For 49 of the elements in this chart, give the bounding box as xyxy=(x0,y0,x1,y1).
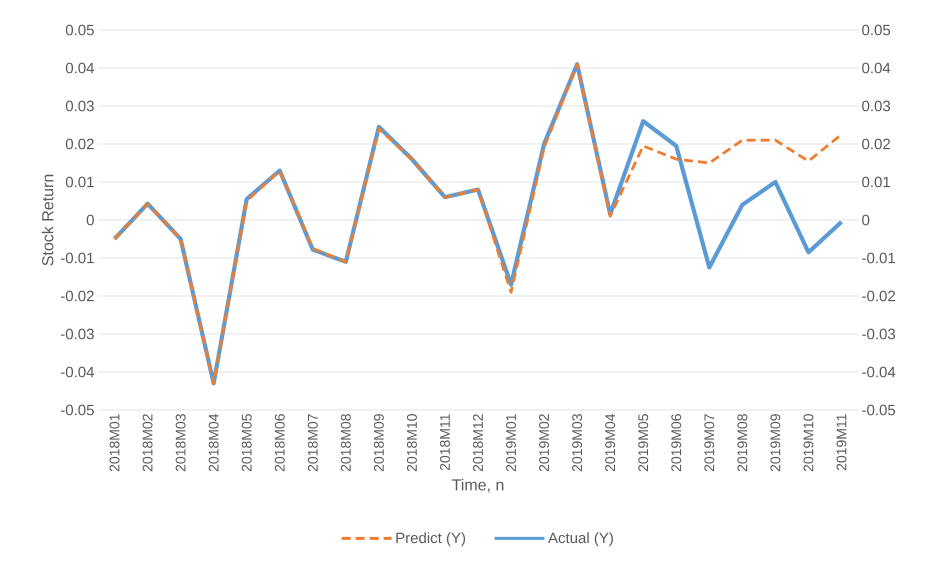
y2-tick-label: 0.05 xyxy=(862,24,890,36)
y-tick-label: -0.03 xyxy=(60,328,94,340)
x-tick-label: 2018M06 xyxy=(274,414,285,472)
x-tick-label: 2019M03 xyxy=(572,414,582,472)
y2-tick-label: -0.02 xyxy=(862,290,895,302)
x-tick-label: 2019M11 xyxy=(836,414,846,470)
y2-tick-label: 0.02 xyxy=(862,138,890,150)
y-tick-label: 0.02 xyxy=(66,138,94,150)
y2-tick-label: -0.03 xyxy=(862,328,896,340)
x-tick-label: 2019M02 xyxy=(539,414,550,472)
y-tick-label: 0.04 xyxy=(66,62,94,74)
x-tick-label: 2018M11 xyxy=(440,414,450,470)
y2-tick-label: 0.01 xyxy=(862,176,890,188)
y2-tick-label: -0.01 xyxy=(862,252,895,264)
x-tick-label: 2018M05 xyxy=(242,414,252,472)
x-tick-label: 2019M08 xyxy=(737,414,748,472)
y2-tick-label: 0.03 xyxy=(862,100,890,112)
x-tick-label: 2019M05 xyxy=(638,414,648,472)
x-tick-label: 2018M04 xyxy=(208,414,219,472)
x-tick-label: 2019M01 xyxy=(506,414,516,472)
y-axis-title: Stock Return xyxy=(42,174,54,266)
x-tick-label: 2019M07 xyxy=(704,414,714,472)
y2-tick-label: -0.05 xyxy=(862,404,896,416)
x-tick-label: 2018M03 xyxy=(176,414,186,472)
y-tick-label: 0.05 xyxy=(66,24,94,36)
legend-label: Predict (Y) xyxy=(396,532,466,546)
x-axis-title: Time, n xyxy=(452,478,504,492)
y-tick-label: -0.02 xyxy=(60,290,94,302)
x-tick-label: 2018M08 xyxy=(340,414,351,472)
y2-tick-label: -0.04 xyxy=(862,366,896,378)
x-tick-label: 2019M09 xyxy=(770,414,780,472)
y-tick-label: 0.01 xyxy=(66,176,94,188)
x-tick-label: 2019M10 xyxy=(803,414,814,472)
x-tick-label: 2018M10 xyxy=(406,414,417,472)
y-tick-label: -0.04 xyxy=(60,366,94,378)
y-tick-label: -0.05 xyxy=(60,404,94,416)
x-tick-label: 2019M06 xyxy=(671,414,682,472)
x-tick-label: 2018M12 xyxy=(473,414,483,472)
x-tick-label: 2018M09 xyxy=(374,414,384,472)
y2-tick-label: 0 xyxy=(862,214,870,226)
x-tick-label: 2018M07 xyxy=(308,414,318,472)
y2-tick-label: 0.04 xyxy=(862,62,890,74)
y-tick-label: -0.01 xyxy=(60,252,94,264)
y-tick-label: 0.03 xyxy=(66,100,94,112)
x-tick-label: 2018M01 xyxy=(110,414,120,472)
x-tick-label: 2019M04 xyxy=(605,414,616,472)
x-tick-label: 2018M02 xyxy=(142,414,153,472)
legend-label: Actual (Y) xyxy=(548,532,613,546)
y-tick-label: 0 xyxy=(86,214,94,226)
